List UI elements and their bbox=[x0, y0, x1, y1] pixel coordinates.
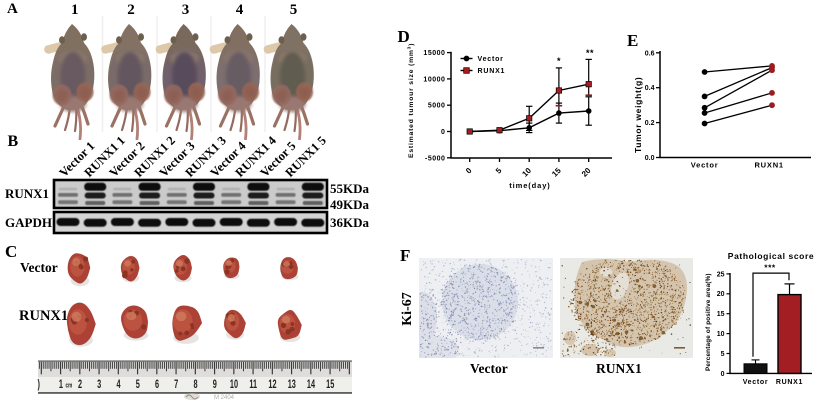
svg-text:9: 9 bbox=[213, 378, 217, 391]
svg-text:6: 6 bbox=[155, 378, 159, 391]
svg-text:3: 3 bbox=[97, 378, 101, 391]
svg-text:): ) bbox=[38, 378, 40, 391]
svg-text:10000: 10000 bbox=[423, 76, 445, 83]
svg-text:Vector: Vector bbox=[743, 379, 769, 386]
svg-text:11: 11 bbox=[249, 378, 257, 391]
svg-text:15000: 15000 bbox=[423, 50, 445, 57]
svg-text:0.6: 0.6 bbox=[645, 50, 655, 57]
svg-text:RUXN1: RUXN1 bbox=[754, 161, 783, 170]
svg-text:25: 25 bbox=[717, 271, 725, 278]
svg-text:RUNX1: RUNX1 bbox=[478, 68, 506, 75]
svg-text:M 2404: M 2404 bbox=[214, 395, 235, 401]
svg-text:5000: 5000 bbox=[428, 103, 446, 110]
svg-text:15: 15 bbox=[550, 166, 563, 179]
svg-text:15: 15 bbox=[326, 378, 334, 391]
svg-text:0: 0 bbox=[464, 166, 474, 176]
svg-text:5: 5 bbox=[494, 166, 504, 176]
svg-text:Tumor weight(g): Tumor weight(g) bbox=[633, 77, 643, 153]
svg-text:7: 7 bbox=[174, 378, 178, 391]
svg-text:5: 5 bbox=[136, 378, 140, 391]
svg-text:1: 1 bbox=[59, 378, 63, 391]
svg-text:2: 2 bbox=[78, 378, 82, 391]
svg-text:0.4: 0.4 bbox=[645, 85, 655, 92]
svg-text:10: 10 bbox=[520, 166, 533, 179]
svg-text:***: *** bbox=[764, 263, 776, 273]
svg-text:15: 15 bbox=[717, 311, 725, 318]
svg-text:time(day): time(day) bbox=[509, 181, 550, 190]
svg-text:8: 8 bbox=[193, 378, 197, 391]
svg-text:20: 20 bbox=[580, 166, 593, 179]
svg-text:0: 0 bbox=[721, 371, 725, 378]
svg-text:RUNX1: RUNX1 bbox=[776, 379, 803, 386]
svg-text:Vector: Vector bbox=[691, 161, 719, 170]
svg-text:5: 5 bbox=[721, 351, 725, 358]
svg-text:**: ** bbox=[586, 48, 594, 58]
svg-text:0.0: 0.0 bbox=[645, 155, 655, 162]
svg-text:*: * bbox=[557, 56, 561, 66]
svg-text:Estimated tumour size (mm3): Estimated tumour size (mm3) bbox=[407, 43, 415, 158]
svg-text:14: 14 bbox=[307, 378, 315, 391]
svg-text:10: 10 bbox=[717, 331, 725, 338]
svg-text:0.2: 0.2 bbox=[645, 120, 655, 127]
svg-text:cm: cm bbox=[66, 381, 73, 389]
svg-text:Pathological score: Pathological score bbox=[728, 251, 814, 261]
svg-text:4: 4 bbox=[116, 378, 120, 391]
svg-text:0: 0 bbox=[441, 129, 445, 136]
svg-text:Percentage of positive area(%): Percentage of positive area(%) bbox=[705, 273, 712, 371]
svg-text:12: 12 bbox=[268, 378, 276, 391]
svg-text:10: 10 bbox=[230, 378, 238, 391]
svg-text:Vector: Vector bbox=[478, 56, 504, 63]
svg-text:20: 20 bbox=[717, 291, 725, 298]
svg-text:-5000: -5000 bbox=[425, 155, 445, 162]
svg-text:13: 13 bbox=[288, 378, 296, 391]
